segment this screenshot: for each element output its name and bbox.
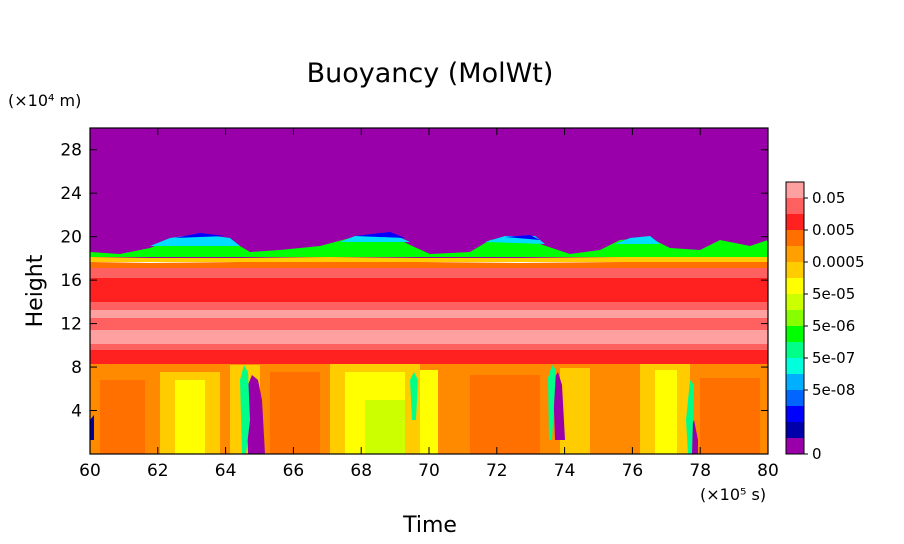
colorbar-label: 5e-08 xyxy=(812,381,855,399)
colorbar-swatch xyxy=(786,342,804,358)
x-tick-label: 76 xyxy=(622,461,644,481)
colorbar-swatch xyxy=(786,422,804,438)
x-tick-label: 62 xyxy=(147,461,169,481)
patch-yellow xyxy=(560,368,590,454)
patch-yellow xyxy=(175,380,205,454)
band-pink-light xyxy=(90,310,768,318)
colorbar-swatch xyxy=(786,214,804,230)
band-green-top xyxy=(90,235,768,257)
y-tick-label: 12 xyxy=(60,315,82,335)
band-orange-top xyxy=(90,261,768,268)
band-red-top xyxy=(90,266,768,278)
colorbar-swatch xyxy=(786,374,804,390)
y-tick-label: 16 xyxy=(60,271,82,291)
colorbar-label: 5e-07 xyxy=(812,349,855,367)
patch-yellow xyxy=(420,370,438,454)
colorbar-swatch xyxy=(786,326,804,342)
colorbar-swatch xyxy=(786,182,804,198)
colorbar-swatch xyxy=(786,230,804,246)
band-red-mid xyxy=(90,276,768,302)
intrusion-purple xyxy=(553,372,565,440)
x-tick-label: 78 xyxy=(689,461,711,481)
intrusion-green xyxy=(240,365,250,454)
intrusion-purple xyxy=(246,375,265,454)
intrusion-green xyxy=(548,365,556,440)
x-tick-label: 74 xyxy=(554,461,576,481)
y-tick-label: 8 xyxy=(71,358,82,378)
x-tick-label: 72 xyxy=(486,461,508,481)
colorbar-label: 5e-05 xyxy=(812,285,855,303)
intrusion-blue xyxy=(90,415,94,440)
y-tick-label: 4 xyxy=(71,402,82,422)
colorbar-label: 0.05 xyxy=(812,189,845,207)
patch-orange-dark xyxy=(270,372,320,454)
band-red-low xyxy=(90,350,768,364)
colorbar-label: 5e-06 xyxy=(812,317,855,335)
heatmap-plot xyxy=(90,128,768,454)
x-tick-label: 60 xyxy=(79,461,101,481)
x-tick-label: 66 xyxy=(283,461,305,481)
colorbar xyxy=(785,181,805,455)
x-tick-label: 70 xyxy=(418,461,440,481)
colorbar-swatch xyxy=(786,390,804,406)
colorbar-swatch xyxy=(786,278,804,294)
colorbar-swatch xyxy=(786,438,804,454)
colorbar-swatch xyxy=(786,246,804,262)
colorbar-label: 0.005 xyxy=(812,221,855,239)
patch-orange-dark xyxy=(700,378,760,454)
band-pink-light xyxy=(90,330,768,344)
x-axis-label: Time xyxy=(402,513,457,538)
colorbar-swatch xyxy=(786,198,804,214)
colorbar-label: 0 xyxy=(812,445,822,463)
y-tick-label: 28 xyxy=(60,141,82,161)
band-blue-top xyxy=(175,232,540,240)
y-unit-label: (×10⁴ m) xyxy=(8,91,81,110)
colorbar-swatch xyxy=(786,406,804,422)
colorbar-swatch xyxy=(786,294,804,310)
patch-lime xyxy=(365,400,405,454)
y-ticks: 4 8 12 16 20 24 28 xyxy=(60,141,768,422)
intrusion-green xyxy=(410,372,418,420)
y-axis-label: Height xyxy=(23,254,48,327)
x-unit-label: (×10⁵ s) xyxy=(700,485,766,504)
x-tick-label: 64 xyxy=(215,461,237,481)
y-tick-label: 24 xyxy=(60,184,82,204)
patch-orange-dark xyxy=(470,375,540,454)
colorbar-labels: 0.05 0.005 0.0005 5e-05 5e-06 5e-07 5e-08 0 xyxy=(804,189,865,463)
x-ticks: 60 62 64 66 68 70 72 74 76 78 80 xyxy=(79,128,779,481)
x-tick-label: 80 xyxy=(757,461,779,481)
patch-yellow xyxy=(655,370,677,454)
colorbar-label: 0.0005 xyxy=(812,253,865,271)
y-tick-label: 20 xyxy=(60,228,82,248)
colorbar-swatch xyxy=(786,358,804,374)
colorbar-frame xyxy=(785,181,805,455)
chart-title: Buoyancy (MolWt) xyxy=(307,58,554,89)
patch-orange-dark xyxy=(100,380,145,454)
band-yellow-top xyxy=(90,256,768,262)
colorbar-swatch xyxy=(786,262,804,278)
x-tick-label: 68 xyxy=(350,461,372,481)
intrusion-green xyxy=(686,380,694,454)
colorbar-swatch xyxy=(786,310,804,326)
